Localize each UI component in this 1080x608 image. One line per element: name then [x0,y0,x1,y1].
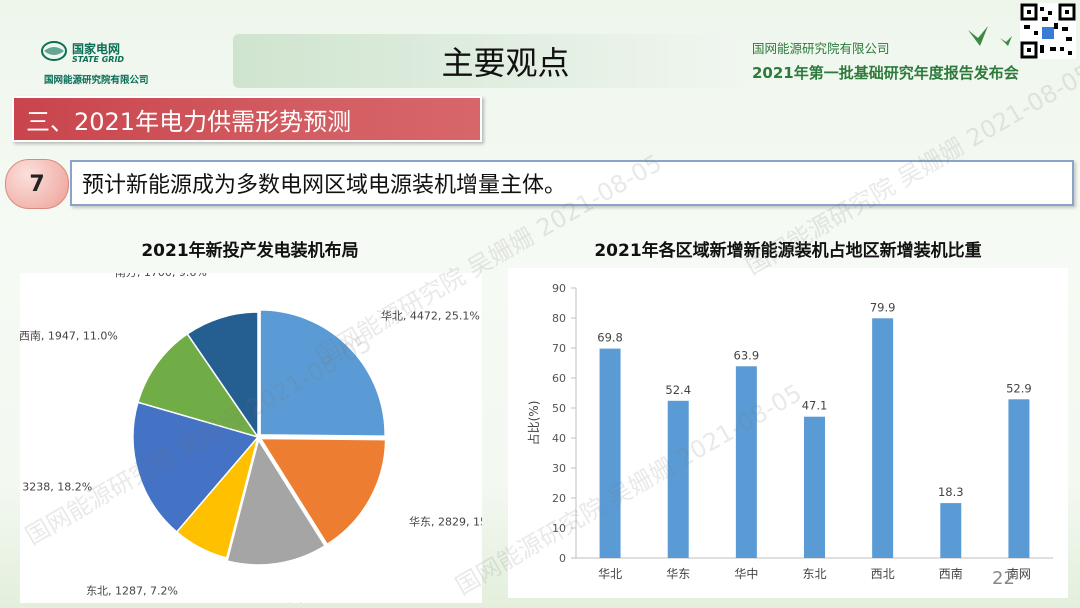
bar [872,318,894,558]
pie-slice [137,332,260,439]
organization-name: 国网能源研究院有限公司 [752,41,890,56]
bar [735,366,757,558]
pie-data-label: 南方, 1700, 9.6% [115,273,207,279]
page-number: 22 [992,568,1015,589]
pie-slice [259,309,386,437]
bar-chart-panel: 0 10 20 30 40 50 60 70 80 90 占比(%) 69.8 华北 52.4 华东 63.9… [508,268,1068,598]
pie-chart: 华北, 4472, 25.1% 华东, 2829, 15.9% 华中, 2304, … [0,265,508,608]
pie-chart-panel: 华北, 4472, 25.1% 华东, 2829, 15.9% 华中, 2304, … [0,265,508,608]
x-tick-label: 华东 [666,567,690,581]
section-header: 三、2021年电力供需形势预测 [12,96,482,142]
pie-slice [132,401,260,534]
bar-data-label: 52.9 [1006,381,1032,395]
x-tick-label: 华中 [734,566,758,581]
logo-cn-text: 国家电网 [72,42,121,56]
pie-data-label: 西北, 3238, 18.2% [20,481,92,494]
y-tick-label: 90 [552,282,566,295]
bar-chart: 0 10 20 30 40 50 60 70 80 90 占比(%) 69.8 华北 52.4 华东 63.9… [526,282,1053,581]
pie-data-label: 东北, 1287, 7.2% [86,584,178,597]
state-grid-logo-icon [41,41,67,61]
x-tick-label: 西南 [939,566,963,581]
logo-en-text: STATE GRID [72,55,125,64]
x-tick-label: 南网 [1007,566,1031,581]
y-tick-label: 60 [552,372,566,385]
bar [599,348,621,558]
bar-data-label: 18.3 [938,485,964,499]
y-tick-label: 50 [552,402,566,415]
bar [940,503,962,558]
y-tick-label: 70 [552,342,566,355]
pie-slice [259,437,387,546]
x-tick-label: 华北 [598,567,622,581]
y-tick-label: 30 [552,462,566,475]
pie-slice [226,438,327,566]
logo-subtitle: 国网能源研究院有限公司 [44,75,149,86]
pie-data-label: 西南, 1947, 11.0% [20,330,118,343]
section-label: 三、2021年电力供需形势预测 [26,107,352,136]
point-text: 预计新能源成为多数电网区域电源装机增量主体。 [82,173,567,198]
bar [667,400,689,558]
pie-chart-title: 2021年新投产发电装机布局 [141,241,359,261]
pie-data-label: 华中, 2304, 13.0% [285,601,384,603]
slide-title: 主要观点 [441,44,570,82]
event-name: 2021年第一批基础研究年度报告发布会 [752,64,1019,82]
point-box: 预计新能源成为多数电网区域电源装机增量主体。 [70,160,1074,206]
bar-data-label: 63.9 [734,348,760,362]
bar-data-label: 79.9 [870,300,896,314]
y-tick-label: 20 [552,492,566,505]
x-tick-label: 东北 [802,567,826,581]
bar-data-label: 47.1 [802,399,828,413]
y-axis-label: 占比(%) [526,401,541,446]
x-tick-label: 西北 [871,567,895,581]
pie-slice [186,311,259,440]
y-tick-label: 0 [559,552,566,565]
bar-data-label: 69.8 [597,331,623,345]
y-tick-label: 40 [552,432,566,445]
bar-chart-title: 2021年各区域新增新能源装机占地区新增装机比重 [594,241,982,261]
birds-icon [968,26,1012,46]
slide-title-bar: 主要观点 [233,34,738,88]
point-number-badge: 7 [5,159,69,209]
pie-data-label: 华北, 4472, 25.1% [381,308,480,322]
bar [1008,399,1030,558]
qr-code-icon [1020,3,1076,59]
bar [804,416,825,558]
bar-data-label: 52.4 [665,383,691,397]
pie-data-label: 华东, 2829, 15.9% [409,514,482,528]
y-tick-label: 80 [552,312,566,325]
y-tick-label: 10 [552,522,566,535]
